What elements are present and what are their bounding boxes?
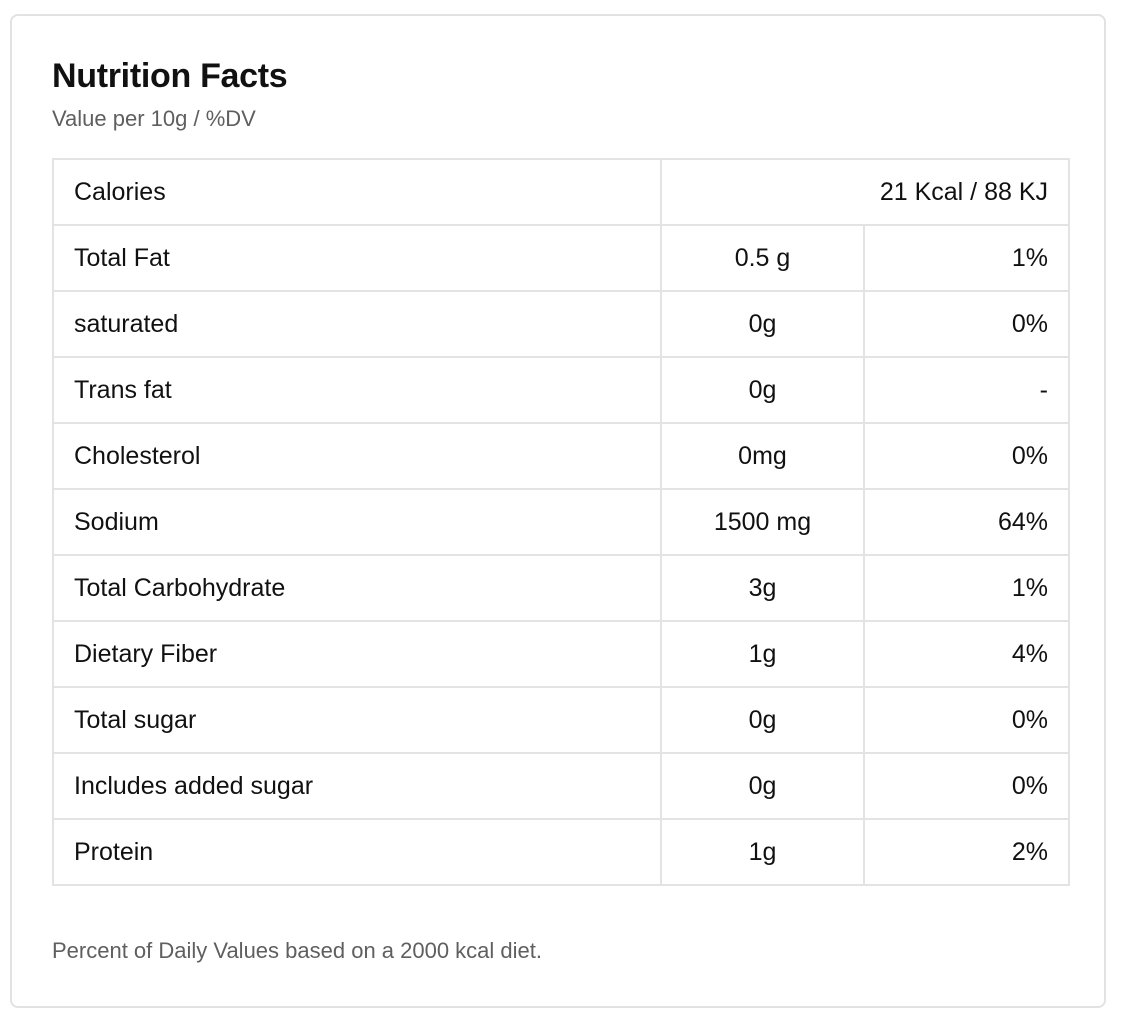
serving-basis-subtitle: Value per 10g / %DV <box>52 106 256 131</box>
calories-row: Calories 21 Kcal / 88 KJ <box>52 158 1070 226</box>
table-row: Total sugar 0g 0% <box>52 686 1070 754</box>
nutrient-amount: 0g <box>660 356 865 424</box>
nutrient-daily-value: 4% <box>863 620 1070 688</box>
nutrient-daily-value: 64% <box>863 488 1070 556</box>
nutrition-table: Calories 21 Kcal / 88 KJ Total Fat 0.5 g… <box>52 158 1070 886</box>
nutrient-daily-value: 2% <box>863 818 1070 886</box>
nutrient-daily-value: 1% <box>863 224 1070 292</box>
nutrient-daily-value: 0% <box>863 422 1070 490</box>
table-row: Total Carbohydrate 3g 1% <box>52 554 1070 622</box>
calories-value: 21 Kcal / 88 KJ <box>660 158 1070 226</box>
table-row: Trans fat 0g - <box>52 356 1070 424</box>
page-title: Nutrition Facts <box>52 57 288 95</box>
nutrient-amount: 1g <box>660 818 865 886</box>
table-row: Dietary Fiber 1g 4% <box>52 620 1070 688</box>
nutrient-name: Sodium <box>52 488 662 556</box>
table-row: saturated 0g 0% <box>52 290 1070 358</box>
nutrient-amount: 3g <box>660 554 865 622</box>
nutrient-daily-value: 1% <box>863 554 1070 622</box>
nutrient-amount: 1500 mg <box>660 488 865 556</box>
nutrient-amount: 1g <box>660 620 865 688</box>
nutrient-name: Total sugar <box>52 686 662 754</box>
table-row: Protein 1g 2% <box>52 818 1070 886</box>
nutrient-daily-value: - <box>863 356 1070 424</box>
table-row: Sodium 1500 mg 64% <box>52 488 1070 556</box>
calories-label: Calories <box>52 158 662 226</box>
daily-value-footnote: Percent of Daily Values based on a 2000 … <box>52 938 543 963</box>
nutrient-amount: 0mg <box>660 422 865 490</box>
table-row: Total Fat 0.5 g 1% <box>52 224 1070 292</box>
nutrient-name: Includes added sugar <box>52 752 662 820</box>
nutrient-amount: 0g <box>660 686 865 754</box>
nutrient-name: Protein <box>52 818 662 886</box>
nutrient-amount: 0g <box>660 752 865 820</box>
nutrient-amount: 0.5 g <box>660 224 865 292</box>
nutrient-daily-value: 0% <box>863 686 1070 754</box>
nutrition-facts-card: Nutrition Facts Value per 10g / %DV Calo… <box>10 14 1106 1008</box>
nutrient-name: saturated <box>52 290 662 358</box>
nutrient-name: Trans fat <box>52 356 662 424</box>
nutrient-name: Total Carbohydrate <box>52 554 662 622</box>
nutrient-daily-value: 0% <box>863 752 1070 820</box>
nutrient-name: Cholesterol <box>52 422 662 490</box>
table-row: Cholesterol 0mg 0% <box>52 422 1070 490</box>
table-row: Includes added sugar 0g 0% <box>52 752 1070 820</box>
nutrient-amount: 0g <box>660 290 865 358</box>
nutrient-daily-value: 0% <box>863 290 1070 358</box>
nutrient-name: Dietary Fiber <box>52 620 662 688</box>
nutrient-name: Total Fat <box>52 224 662 292</box>
